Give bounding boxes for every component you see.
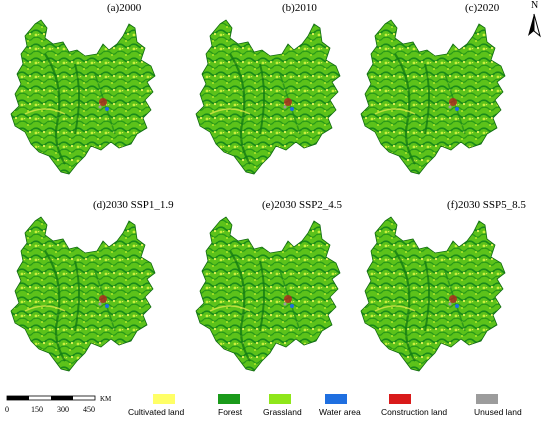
- legend-swatch: [325, 394, 347, 404]
- scale-bar: KM 0 150 300 450: [5, 395, 112, 414]
- legend-swatch: [389, 394, 411, 404]
- map-panel-a: (a)2000: [5, 2, 175, 187]
- scale-tick: 300: [57, 405, 69, 414]
- panel-title: (a)2000: [107, 2, 142, 14]
- legend-label: Grassland: [263, 407, 302, 417]
- land-use-map: [190, 211, 360, 381]
- map-panel-e: (e)2030 SSP2_4.5: [190, 199, 360, 384]
- land-use-map: [5, 211, 175, 381]
- legend-swatch: [476, 394, 498, 404]
- land-use-map: [190, 14, 360, 184]
- legend-swatch: [269, 394, 291, 404]
- map-panel-d: (d)2030 SSP1_1.9: [5, 199, 175, 384]
- legend-swatch: [153, 394, 175, 404]
- legend-label: Construction land: [381, 407, 448, 417]
- legend-label: Forest: [218, 407, 243, 417]
- map-panel-f: (f)2030 SSP5_8.5: [355, 199, 526, 384]
- land-use-map: [355, 211, 525, 381]
- panel-title: (c)2020: [465, 2, 500, 14]
- scale-tick: 0: [5, 405, 9, 414]
- map-panel-b: (b)2010: [190, 2, 360, 187]
- legend-swatch: [218, 394, 240, 404]
- panel-title: (b)2010: [282, 2, 317, 14]
- north-arrow-icon: [528, 13, 541, 38]
- map-panel-c: (c)2020: [355, 2, 525, 187]
- legend-label: Water area: [319, 407, 361, 417]
- north-label: N: [531, 0, 539, 11]
- panel-title: (d)2030 SSP1_1.9: [93, 199, 174, 211]
- scale-tick: 450: [83, 405, 95, 414]
- land-use-map: [5, 14, 175, 184]
- land-use-map: [355, 14, 525, 184]
- panel-title: (e)2030 SSP2_4.5: [262, 199, 343, 211]
- legend-label: Cultivated land: [128, 407, 185, 417]
- scale-unit: KM: [100, 395, 112, 403]
- panel-title: (f)2030 SSP5_8.5: [447, 199, 526, 211]
- legend-label: Unused land: [474, 407, 522, 417]
- scale-tick: 150: [31, 405, 43, 414]
